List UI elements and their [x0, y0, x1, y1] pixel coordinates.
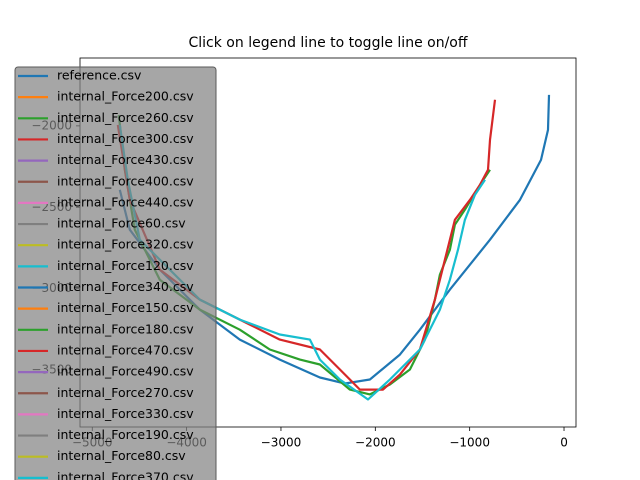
legend-item[interactable]: internal_Force190.csv	[18, 427, 194, 442]
legend-item[interactable]: internal_Force330.csv	[18, 406, 194, 421]
legend-label[interactable]: internal_Force340.csv	[57, 279, 194, 294]
legend-item[interactable]: internal_Force180.csv	[18, 321, 194, 336]
legend-item[interactable]: internal_Force470.csv	[18, 342, 194, 357]
legend: reference.csv internal_Force200.csvintern…	[14, 66, 217, 480]
legend-label[interactable]: internal_Force180.csv	[57, 321, 194, 336]
legend-label[interactable]: internal_Force120.csv	[57, 258, 194, 273]
legend-label[interactable]: internal_Force200.csv	[57, 89, 194, 104]
legend-item[interactable]: reference.csv	[18, 68, 142, 83]
legend-item[interactable]: internal_Force300.csv	[18, 131, 194, 146]
legend-label[interactable]: reference.csv	[57, 68, 142, 83]
x-tick-label: −3000	[261, 436, 302, 450]
chart-title: Click on legend line to toggle line on/o…	[189, 35, 468, 51]
legend-item[interactable]: internal_Force260.csv	[18, 110, 194, 125]
legend-label[interactable]: internal_Force190.csv	[57, 427, 194, 442]
legend-label[interactable]: internal_Force300.csv	[57, 131, 194, 146]
legend-item[interactable]: internal_Force150.csv	[18, 300, 194, 315]
legend-item[interactable]: internal_Force400.csv	[18, 173, 194, 188]
legend-label[interactable]: internal_Force320.csv	[57, 237, 194, 252]
legend-label[interactable]: internal_Force470.csv	[57, 342, 194, 357]
legend-label[interactable]: internal_Force490.csv	[57, 364, 194, 379]
legend-item[interactable]: internal_Force340.csv	[18, 279, 194, 294]
legend-item[interactable]: internal_Force80.csv	[18, 448, 186, 463]
legend-label[interactable]: internal_Force270.csv	[57, 385, 194, 400]
legend-label[interactable]: internal_Force400.csv	[57, 173, 194, 188]
legend-item[interactable]: internal_Force320.csv	[18, 237, 194, 252]
legend-item[interactable]: internal_Force430.csv	[18, 152, 194, 167]
legend-item[interactable]: internal_Force200.csv	[18, 89, 194, 104]
legend-label[interactable]: internal_Force150.csv	[57, 300, 194, 315]
legend-item[interactable]: internal_Force270.csv	[18, 385, 194, 400]
x-tick-label: 0	[560, 436, 568, 450]
legend-item[interactable]: internal_Force370.csv	[18, 469, 194, 480]
x-tick-label: −1000	[449, 436, 490, 450]
legend-box	[14, 66, 217, 480]
legend-item[interactable]: internal_Force60.csv	[18, 216, 186, 231]
legend-label[interactable]: internal_Force370.csv	[57, 469, 194, 480]
legend-item[interactable]: internal_Force490.csv	[18, 364, 194, 379]
legend-item[interactable]: internal_Force440.csv	[18, 194, 194, 209]
legend-label[interactable]: internal_Force440.csv	[57, 194, 194, 209]
legend-label[interactable]: internal_Force60.csv	[57, 216, 186, 231]
legend-label[interactable]: internal_Force260.csv	[57, 110, 194, 125]
legend-label[interactable]: internal_Force330.csv	[57, 406, 194, 421]
legend-item[interactable]: internal_Force120.csv	[18, 258, 194, 273]
legend-label[interactable]: internal_Force80.csv	[57, 448, 186, 463]
x-tick-label: −2000	[355, 436, 396, 450]
legend-label[interactable]: internal_Force430.csv	[57, 152, 194, 167]
